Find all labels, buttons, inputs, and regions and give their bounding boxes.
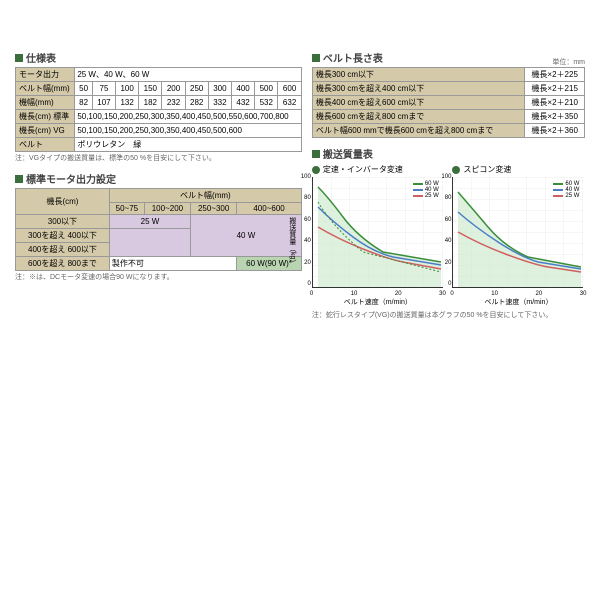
- motor-table: 機長(cm)ベルト幅(mm) 50~75100~200250~300400~60…: [15, 188, 302, 271]
- square-icon: [312, 54, 320, 62]
- spec-note: 注：VGタイプの搬送質量は、標準の50 %を目安にして下さい。: [15, 153, 302, 163]
- square-icon: [312, 150, 320, 158]
- square-icon: [15, 54, 23, 62]
- chart-legend: 60 W 40 W 25 W: [552, 180, 580, 200]
- chart-legend: 60 W 40 W 25 W: [412, 180, 440, 200]
- belt-table: 機長300 cm以下機長×2＋225 機長300 cmを超え400 cm以下機長…: [312, 67, 585, 138]
- chart1-title: 定速・インバータ変速: [312, 164, 445, 175]
- circle-icon: [452, 166, 460, 174]
- motor-title: 標準モータ出力設定: [15, 171, 302, 186]
- spec-table: モータ出力25 W、40 W、60 W ベルト幅(mm) 50751001502…: [15, 67, 302, 152]
- charts-note: 注：蛇行レスタイプ(VG)の搬送質量は本グラフの50 %を目安にして下さい。: [312, 310, 585, 320]
- chart-2: 100806040200 0102030 ベルト速度（m/min） 60 W 4…: [452, 177, 583, 288]
- motor-note: 注：※は、DCモータ変速の場合90 Wになります。: [15, 272, 302, 282]
- circle-icon: [312, 166, 320, 174]
- charts-title: 搬送質量表: [312, 146, 585, 161]
- spec-title: 仕様表: [15, 50, 302, 65]
- belt-title: ベルト長さ表: [312, 50, 383, 65]
- chart-1: 100806040200 0102030 搬送質量（kg） ベルト速度（m/mi…: [312, 177, 443, 288]
- chart2-title: スピコン変速: [452, 164, 585, 175]
- square-icon: [15, 175, 23, 183]
